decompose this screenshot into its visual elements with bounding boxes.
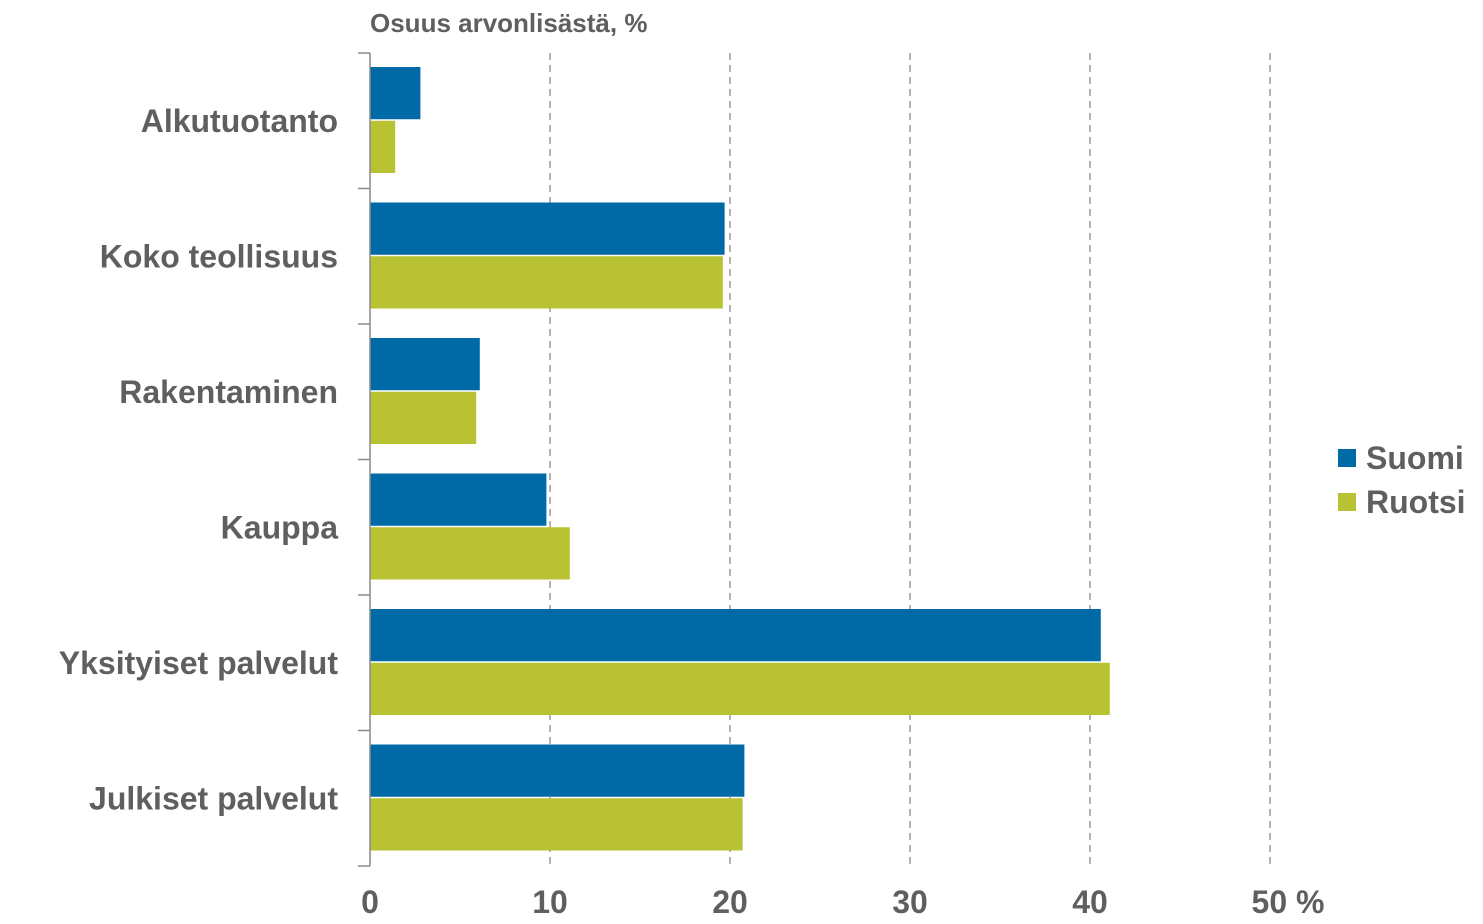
legend-item-ruotsi: Ruotsi (1338, 480, 1466, 524)
bar-ruotsi-0 (370, 120, 396, 173)
category-label-5: Julkiset palvelut (89, 780, 338, 816)
category-label-4: Yksityiset palvelut (59, 645, 339, 681)
bar-ruotsi-1 (370, 256, 723, 309)
x-tick-label-10: 10 (532, 884, 568, 920)
legend-label-ruotsi: Ruotsi (1366, 483, 1466, 520)
bar-ruotsi-4 (370, 662, 1110, 715)
bars-group (370, 67, 1110, 851)
category-label-2: Rakentaminen (119, 374, 338, 410)
category-label-0: Alkutuotanto (141, 103, 338, 139)
bar-suomi-3 (370, 473, 547, 526)
bar-suomi-1 (370, 202, 725, 255)
bar-suomi-0 (370, 67, 421, 120)
chart-subtitle: Osuus arvonlisästä, % (370, 8, 648, 38)
gridlines (549, 53, 1271, 866)
x-tick-label-30: 30 (892, 884, 928, 920)
x-tick-label-40: 40 (1072, 884, 1108, 920)
legend-swatch-suomi (1338, 449, 1356, 467)
bar-ruotsi-3 (370, 527, 570, 580)
bar-ruotsi-2 (370, 391, 477, 444)
legend: Suomi Ruotsi (1338, 436, 1466, 524)
category-labels: Alkutuotanto Koko teollisuus Rakentaminen K… (59, 103, 339, 817)
legend-item-suomi: Suomi (1338, 436, 1466, 480)
category-label-3: Kauppa (221, 509, 339, 545)
bar-suomi-4 (370, 609, 1101, 662)
x-tick-label-20: 20 (712, 884, 748, 920)
category-label-1: Koko teollisuus (100, 238, 338, 274)
y-axis (358, 52, 371, 867)
x-tick-label-50: 50 % (1252, 884, 1325, 920)
bar-ruotsi-5 (370, 798, 743, 851)
bar-suomi-2 (370, 338, 480, 391)
legend-swatch-ruotsi (1338, 493, 1356, 511)
bar-suomi-5 (370, 744, 745, 797)
x-tick-label-0: 0 (361, 884, 379, 920)
legend-label-suomi: Suomi (1366, 439, 1464, 476)
x-tick-labels: 0 10 20 30 40 50 % (361, 884, 1324, 920)
